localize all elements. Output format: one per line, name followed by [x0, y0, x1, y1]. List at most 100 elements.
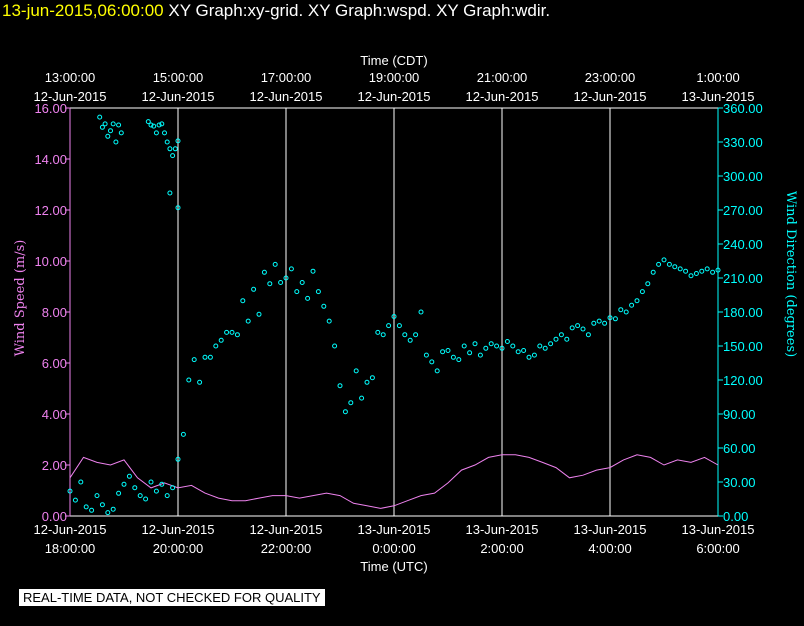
top-tick-date-label: 13-Jun-2015 — [682, 89, 755, 104]
wind-direction-point — [126, 473, 132, 479]
wind-direction-point — [251, 286, 257, 292]
wind-direction-point — [207, 354, 213, 360]
bottom-tick-date-label: 13-Jun-2015 — [682, 522, 755, 537]
wind-direction-point — [283, 275, 289, 281]
wind-direction-point — [413, 332, 419, 338]
wind-direction-point — [407, 337, 413, 343]
wind-direction-point — [172, 146, 178, 152]
bottom-tick-date-label: 13-Jun-2015 — [358, 522, 431, 537]
y-left-axis-label: Wind Speed (m/s) — [13, 240, 28, 357]
wind-direction-point — [629, 302, 635, 308]
wind-direction-point — [483, 345, 489, 351]
wind-direction-point — [175, 456, 181, 462]
wind-direction-point — [396, 323, 402, 329]
wind-direction-point — [704, 266, 710, 272]
wind-direction-point — [83, 504, 89, 510]
top-tick-time-label: 1:00:00 — [696, 70, 739, 85]
wind-direction-point — [521, 348, 527, 353]
y-left-tick-label: 8.00 — [42, 305, 67, 320]
y-right-tick-label: 30.00 — [723, 475, 756, 490]
wind-direction-point — [456, 357, 462, 363]
wind-direction-point — [672, 264, 678, 270]
bottom-tick-time-label: 22:00:00 — [261, 541, 312, 556]
bottom-tick-time-label: 20:00:00 — [153, 541, 204, 556]
wind-direction-point — [72, 497, 78, 503]
wind-direction-point — [542, 345, 548, 351]
wind-direction-point — [515, 349, 521, 355]
bottom-tick-time-label: 4:00:00 — [588, 541, 631, 556]
bottom-tick-time-label: 18:00:00 — [45, 541, 96, 556]
wind-direction-point — [153, 130, 159, 136]
wind-direction-point — [299, 280, 305, 285]
wind-direction-point — [488, 341, 494, 347]
wind-direction-point — [504, 339, 510, 344]
wind-direction-point — [650, 269, 656, 275]
wind-direction-point — [510, 343, 516, 349]
wind-direction-point — [110, 506, 116, 512]
wind-direction-point — [116, 122, 122, 128]
wind-direction-point — [548, 341, 554, 347]
wind-direction-point — [434, 368, 440, 374]
wind-direction-point — [418, 309, 424, 315]
wind-direction-point — [472, 341, 478, 347]
wind-direction-point — [224, 329, 230, 335]
wind-direction-point — [386, 323, 392, 329]
top-tick-date-label: 12-Jun-2015 — [142, 89, 215, 104]
wind-direction-point — [261, 269, 267, 275]
wind-direction-point — [369, 375, 375, 381]
y-right-tick-label: 300.00 — [723, 169, 763, 184]
wind-direction-point — [110, 121, 116, 127]
wind-direction-point — [240, 298, 246, 304]
wind-direction-point — [699, 268, 705, 274]
wind-direction-point — [159, 121, 165, 127]
wind-direction-point — [97, 114, 103, 120]
y-right-tick-label: 60.00 — [723, 441, 756, 456]
wind-direction-point — [170, 485, 176, 491]
y-right-tick-label: 330.00 — [723, 135, 763, 150]
wind-direction-point — [337, 383, 343, 389]
wind-direction-point — [423, 352, 429, 358]
wind-direction-point — [137, 493, 143, 499]
wind-direction-point — [623, 309, 629, 315]
wind-direction-point — [162, 130, 167, 136]
wind-direction-point — [332, 343, 338, 349]
bottom-tick-date-label: 13-Jun-2015 — [574, 522, 647, 537]
y-left-tick-label: 6.00 — [42, 356, 67, 371]
y-left-tick-label: 12.00 — [34, 203, 67, 218]
top-tick-date-label: 12-Jun-2015 — [250, 89, 323, 104]
wind-direction-point — [67, 488, 73, 494]
wind-direction-point — [118, 130, 124, 136]
bottom-tick-time-label: 6:00:00 — [696, 541, 739, 556]
wind-direction-point — [105, 133, 111, 139]
top-tick-time-label: 21:00:00 — [477, 70, 528, 85]
wind-direction-point — [359, 395, 365, 401]
y-right-tick-label: 210.00 — [723, 271, 763, 286]
y-right-tick-label: 0.00 — [723, 509, 748, 524]
wind-direction-point — [677, 266, 683, 272]
wind-direction-point — [148, 122, 154, 128]
wind-direction-point — [202, 354, 208, 360]
wind-direction-point — [634, 298, 640, 304]
wind-direction-point — [272, 261, 278, 267]
wind-direction-point — [132, 485, 138, 491]
wind-direction-point — [715, 267, 721, 273]
wind-direction-point — [375, 329, 381, 335]
wind-direction-point — [461, 343, 467, 349]
wind-direction-point — [294, 289, 300, 295]
wind-direction-point — [710, 269, 716, 275]
wind-direction-point — [666, 261, 672, 267]
wind-direction-point — [558, 332, 564, 338]
wind-direction-point — [553, 336, 559, 342]
wind-direction-point — [305, 295, 311, 301]
wind-direction-point — [429, 359, 435, 365]
wind-direction-point — [639, 289, 645, 295]
wind-direction-point — [229, 329, 235, 335]
wind-direction-point — [326, 318, 332, 324]
wind-direction-point — [180, 431, 186, 437]
wind-direction-point — [175, 138, 181, 144]
wind-direction-point — [531, 352, 537, 358]
wind-direction-point — [321, 303, 327, 309]
wind-direction-point — [537, 343, 543, 349]
wind-direction-point — [380, 332, 386, 338]
y-right-tick-label: 120.00 — [723, 373, 763, 388]
